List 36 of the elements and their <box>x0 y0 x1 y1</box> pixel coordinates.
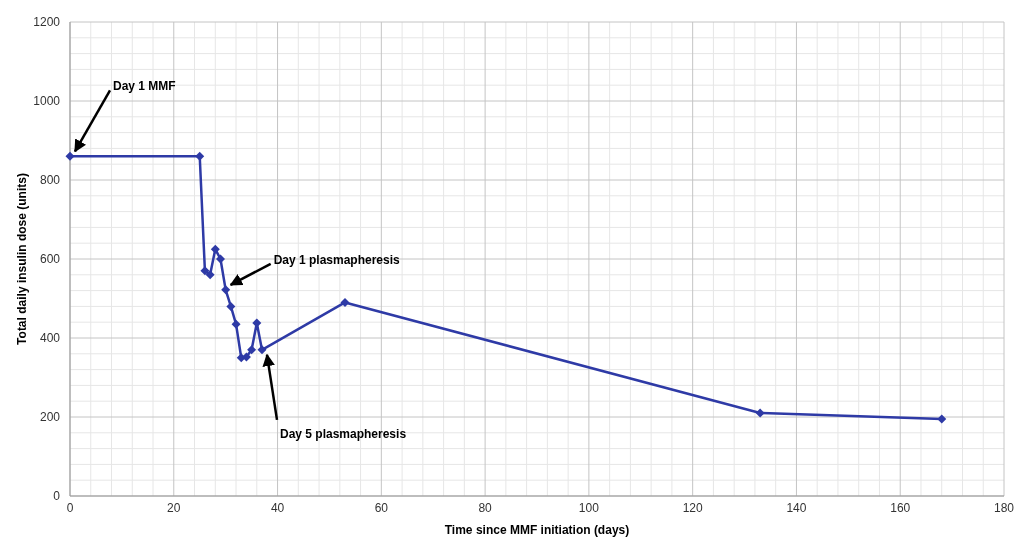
x-tick-label: 0 <box>66 501 74 515</box>
x-tick-label: 40 <box>270 501 285 515</box>
y-tick-label: 1200 <box>33 15 61 29</box>
point <box>221 285 231 295</box>
x-axis-title: Time since MMF initiation (days) <box>444 523 630 537</box>
x-tick-label: 80 <box>478 501 493 515</box>
y-tick-label: 800 <box>39 173 61 187</box>
x-tick-label: 100 <box>578 501 600 515</box>
annotation: Day 1 MMF <box>113 79 176 94</box>
point <box>205 270 215 280</box>
point <box>231 319 241 329</box>
y-axis-title: Total daily insulin dose (units) <box>15 173 29 345</box>
x-tick-label: 20 <box>167 501 181 515</box>
annotation: Day 5 plasmapheresis <box>279 426 407 441</box>
x-tick-label: 180 <box>993 501 1015 515</box>
point <box>215 254 225 264</box>
point <box>226 301 236 311</box>
x-tick-label: 120 <box>682 501 703 515</box>
x-tick-label: 160 <box>890 501 911 515</box>
point <box>200 266 210 276</box>
point <box>937 414 947 424</box>
y-tick-label: 400 <box>39 331 61 345</box>
point <box>257 345 267 355</box>
point <box>247 345 257 355</box>
y-tick-label: 600 <box>39 252 61 266</box>
point <box>210 244 220 254</box>
y-tick-label: 200 <box>39 410 61 424</box>
point <box>755 408 765 418</box>
x-tick-label: 60 <box>374 501 389 515</box>
point <box>65 151 75 161</box>
y-tick-label: 0 <box>53 489 61 503</box>
annotation: Day 1 plasmapheresis <box>273 252 401 267</box>
y-tick-label: 1000 <box>33 94 61 108</box>
point <box>340 297 350 307</box>
x-tick-label: 140 <box>786 501 807 515</box>
point <box>195 151 205 161</box>
